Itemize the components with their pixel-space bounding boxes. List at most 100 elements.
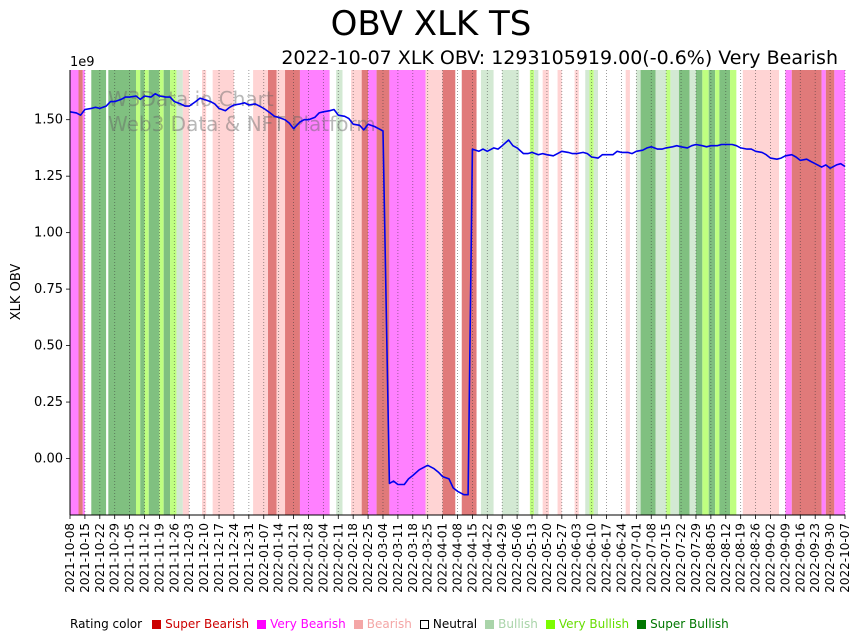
legend-swatch [637,619,647,629]
rating-band-neutral [629,70,637,515]
rating-band-super-bearish [361,70,369,515]
x-tick-label: 2021-12-24 [227,523,241,593]
rating-band-very-bullish [170,70,177,515]
x-tick-label: 2022-07-22 [674,523,688,593]
legend-text: Neutral [432,617,478,631]
x-tick-label: 2022-10-07 [838,523,852,593]
rating-band-bullish [636,70,641,515]
rating-bands [70,70,845,515]
legend-swatch [353,619,363,629]
x-tick-label: 2022-05-27 [555,523,569,593]
x-tick-label: 2022-07-01 [629,523,643,593]
rating-band-very-bullish [144,70,149,515]
rating-band-neutral [329,70,337,515]
legend-item-bearish: Bearish [353,616,416,632]
x-tick-label: 2022-04-15 [465,523,479,593]
rating-band-super-bullish [678,70,690,515]
legend-items: Super Bearish Very Bearish Bearish Neutral B… [152,616,737,633]
rating-band-super-bullish [91,70,107,515]
rating-band-bearish [182,70,190,515]
legend-item-neutral: Neutral [419,616,481,632]
y-axis-ticks: 0.00 0.25 0.50 0.75 1.00 1.25 1.50 [34,113,70,467]
x-tick-label: 2021-11-05 [123,523,137,593]
rating-band-bearish [276,70,286,515]
legend-swatch [485,619,495,629]
rating-band-neutral [493,70,503,515]
x-tick-label: 2022-01-21 [287,523,301,593]
legend-text: Very Bullish [558,617,630,631]
legend-swatch [545,619,555,629]
rating-band-neutral [561,70,575,515]
x-tick-label: 2022-09-23 [808,523,822,593]
rating-band-bearish [425,70,443,515]
rating-band-bullish [502,70,520,515]
y-tick-label: 0.50 [34,339,63,354]
rating-band-neutral [519,70,530,515]
chart-subtitle: 2022-10-07 XLK OBV: 1293105919.00(-0.6%)… [281,47,838,69]
rating-band-very-bullish [702,70,709,515]
rating-band-very-bullish [730,70,737,515]
x-axis-ticks: 2021-10-08 2021-10-15 2021-10-22 2021-10-29… [63,515,852,593]
x-tick-label: 2022-05-13 [525,523,539,593]
rating-legend: Rating color Super Bearish Very Bearish Be… [70,616,737,633]
rating-band-neutral [476,70,481,515]
rating-band-neutral [342,70,352,515]
series-layer [69,92,846,496]
rating-band-neutral [84,70,92,515]
rating-band-bearish [212,70,234,515]
y-tick-label: 0.75 [34,282,63,297]
x-tick-label: 2022-03-25 [421,523,435,593]
x-tick-label: 2022-02-25 [361,523,375,593]
x-tick-label: 2022-07-29 [689,523,703,593]
x-tick-label: 2022-08-26 [749,523,763,593]
legend-swatch [257,619,267,629]
rating-band-neutral [549,70,558,515]
rating-band-very-bearish [389,70,426,515]
rating-band-bearish [253,70,269,515]
rating-band-neutral [736,70,743,515]
rating-band-bearish [557,70,562,515]
x-tick-label: 2022-06-03 [570,523,584,593]
x-tick-label: 2022-09-30 [823,523,837,593]
rating-band-neutral [455,70,462,515]
legend-label: Rating color [70,617,143,632]
rating-band-neutral [778,70,786,515]
x-tick-label: 2022-01-07 [257,523,271,593]
rating-band-super-bullish [695,70,703,515]
rating-band-bearish [542,70,550,515]
rating-band-very-bullish [136,70,141,515]
rating-band-super-bullish [708,70,716,515]
x-tick-label: 2022-05-06 [510,523,524,593]
rating-band-bullish [176,70,183,515]
legend-text: Bearish [366,617,412,631]
rating-band-neutral [233,70,254,515]
legend-item-very-bullish: Very Bullish [545,616,633,632]
rating-band-bullish [534,70,539,515]
rating-band-neutral [189,70,203,515]
x-tick-label: 2022-07-08 [644,523,658,593]
x-tick-label: 2021-11-26 [167,523,181,593]
rating-band-bearish [625,70,630,515]
rating-band-neutral [538,70,543,515]
rating-band-very-bullish [159,70,164,515]
legend-item-super-bullish: Super Bullish [637,616,733,632]
x-tick-label: 2022-04-22 [480,523,494,593]
x-tick-label: 2021-12-10 [197,523,211,593]
rating-band-bullish [689,70,696,515]
x-tick-label: 2022-08-12 [719,523,733,593]
x-tick-label: 2021-11-19 [152,523,166,593]
x-tick-label: 2022-06-24 [614,523,628,593]
x-tick-label: 2022-01-14 [272,523,286,593]
y-tick-label: 1.25 [34,169,63,184]
rating-band-super-bullish [719,70,731,515]
x-tick-label: 2021-10-22 [93,523,107,593]
rating-band-super-bullish [140,70,145,515]
rating-band-very-bearish [834,70,845,515]
rating-band-very-bearish [299,70,330,515]
rating-band-very-bullish [715,70,720,515]
x-tick-label: 2022-07-15 [659,523,673,593]
legend-text: Bullish [498,617,538,631]
legend-text: Super Bearish [165,617,250,631]
x-tick-label: 2022-02-11 [331,523,345,593]
chart-title: OBV XLK TS [330,4,532,44]
